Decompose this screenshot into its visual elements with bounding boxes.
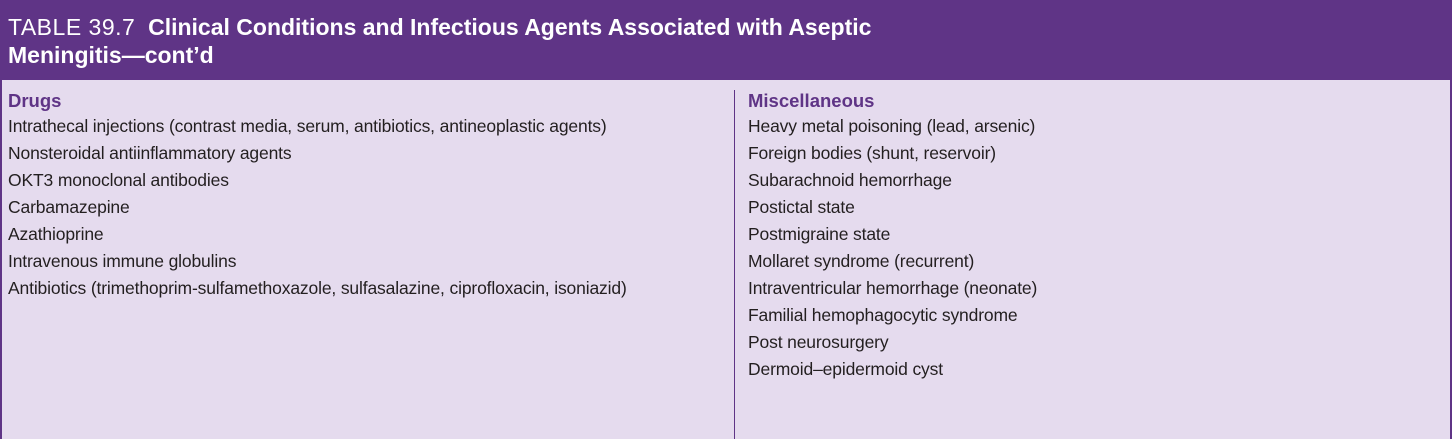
table-header: TABLE 39.7 Clinical Conditions and Infec…: [0, 0, 1452, 80]
drugs-list: Intrathecal injections (contrast media, …: [8, 113, 728, 302]
miscellaneous-column: Miscellaneous Heavy metal poisoning (lea…: [748, 90, 1438, 383]
miscellaneous-heading: Miscellaneous: [748, 90, 875, 111]
list-item: Antibiotics (trimethoprim-sulfamethoxazo…: [8, 278, 627, 298]
miscellaneous-list: Heavy metal poisoning (lead, arsenic) Fo…: [748, 113, 1438, 383]
drugs-heading: Drugs: [8, 90, 62, 111]
table-title-continued: Meningitis—cont’d: [8, 42, 214, 68]
column-divider: [734, 90, 735, 439]
list-item: Intrathecal injections (contrast media, …: [8, 116, 607, 136]
list-item: Post neurosurgery: [748, 332, 889, 352]
list-item: Foreign bodies (shunt, reservoir): [748, 143, 996, 163]
list-item: Heavy metal poisoning (lead, arsenic): [748, 116, 1036, 136]
list-item: Intraventricular hemorrhage (neonate): [748, 278, 1038, 298]
list-item: Postmigraine state: [748, 224, 891, 244]
list-item: Mollaret syndrome (recurrent): [748, 251, 975, 271]
list-item: Familial hemophagocytic syndrome: [748, 305, 1018, 325]
list-item: Azathioprine: [8, 224, 104, 244]
drugs-column: Drugs Intrathecal injections (contrast m…: [8, 90, 728, 302]
list-item: Dermoid–epidermoid cyst: [748, 359, 943, 379]
list-item: Nonsteroidal antiinflammatory agents: [8, 143, 292, 163]
list-item: Intravenous immune globulins: [8, 251, 237, 271]
list-item: Subarachnoid hemorrhage: [748, 170, 952, 190]
table-title: Clinical Conditions and Infectious Agent…: [148, 14, 872, 40]
table-label: TABLE 39.7: [8, 14, 136, 40]
list-item: Carbamazepine: [8, 197, 130, 217]
list-item: OKT3 monoclonal antibodies: [8, 170, 229, 190]
table-body: Drugs Intrathecal injections (contrast m…: [0, 80, 1452, 439]
list-item: Postictal state: [748, 197, 855, 217]
